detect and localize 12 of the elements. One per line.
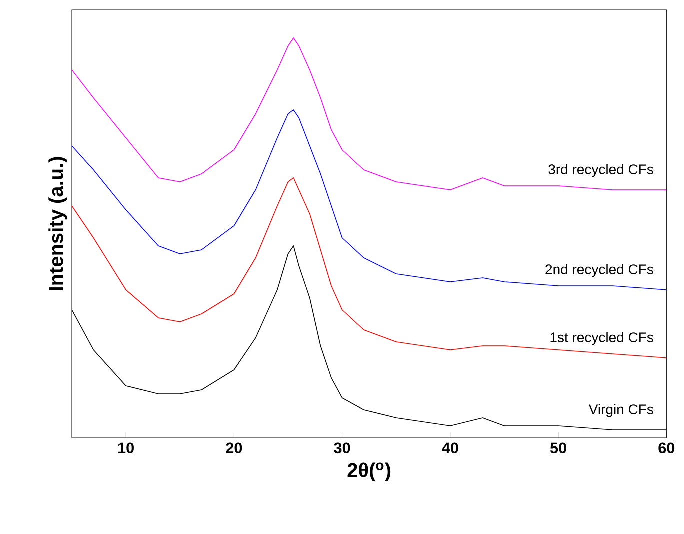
y-axis-title: Intensity (a.u.): [48, 157, 68, 290]
series-label: 3rd recycled CFs: [548, 164, 654, 178]
x-axis-title: 2θ($^{o}$): [348, 462, 391, 482]
x-tick-label: 60: [658, 442, 675, 454]
x-tick-label: 20: [226, 442, 242, 454]
x-tick-label: 10: [118, 442, 134, 454]
x-tick-label: 40: [442, 442, 458, 454]
series-label: 2nd recycled CFs: [546, 264, 654, 278]
series-label: Virgin CFs: [588, 404, 654, 418]
x-tick-label: 50: [550, 442, 566, 454]
x-tick-label: 30: [334, 442, 350, 454]
series-label: 1st recycled CFs: [550, 332, 654, 346]
